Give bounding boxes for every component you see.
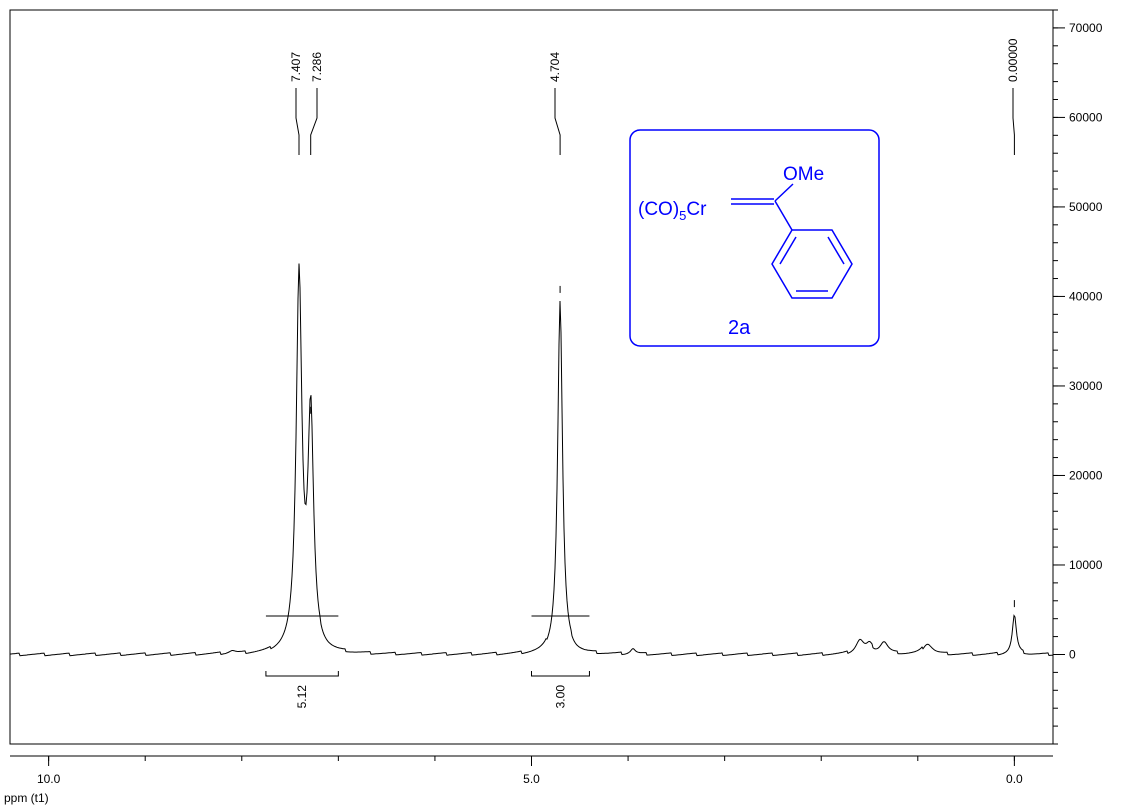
ligand-label: OMe bbox=[783, 164, 824, 185]
peak-label: 7.286 bbox=[310, 52, 324, 82]
x-tick-label: 0.0 bbox=[1006, 772, 1023, 786]
structure-box bbox=[629, 129, 880, 347]
metal-fragment-label: (CO)5Cr bbox=[638, 199, 707, 223]
y-tick-label: 0 bbox=[1069, 647, 1076, 661]
x-tick-label: 5.0 bbox=[523, 772, 540, 786]
y-tick-label: 70000 bbox=[1069, 21, 1103, 35]
y-axis: 0 10000 20000 30000 40000 50000 60000 70000 bbox=[1053, 9, 1103, 745]
integrals: 5.12 3.00 bbox=[265, 615, 590, 709]
x-tick-label: 10.0 bbox=[37, 772, 61, 786]
x-axis: 10.0 5.0 0.0 ppm (t1) bbox=[4, 755, 1053, 805]
peak-label: 0.00000 bbox=[1006, 38, 1020, 82]
peak-label: 4.704 bbox=[548, 52, 562, 82]
bond-c-phenyl bbox=[774, 200, 793, 231]
x-axis-label: ppm (t1) bbox=[4, 791, 49, 805]
peak-label: 7.407 bbox=[289, 52, 303, 82]
spectrum-line bbox=[9, 263, 1054, 657]
ring-inner-bond-3 bbox=[779, 236, 797, 265]
structure-inset: OMe (CO)5Cr 2a bbox=[629, 129, 880, 347]
y-tick-label: 20000 bbox=[1069, 468, 1103, 482]
peak-label-connector bbox=[295, 88, 300, 155]
y-tick-label: 30000 bbox=[1069, 379, 1103, 393]
bond-c-ome bbox=[774, 183, 794, 202]
integral-bracket bbox=[531, 671, 590, 677]
plot-frame bbox=[9, 9, 1054, 745]
compound-label: 2a bbox=[728, 317, 751, 339]
peak-label-connector bbox=[1012, 88, 1015, 155]
ring-inner-bond-1 bbox=[827, 236, 845, 265]
phenyl-ring bbox=[771, 229, 853, 299]
y-tick-label: 40000 bbox=[1069, 289, 1103, 303]
peak-markers bbox=[298, 265, 1015, 608]
integral-value: 5.12 bbox=[295, 685, 309, 709]
peak-labels: 7.407 7.286 4.704 0.00000 bbox=[289, 38, 1020, 155]
peak-label-connector bbox=[310, 88, 318, 155]
peak-label-connector bbox=[554, 88, 561, 155]
y-tick-label: 60000 bbox=[1069, 110, 1103, 124]
integral-value: 3.00 bbox=[553, 685, 567, 709]
y-tick-label: 10000 bbox=[1069, 558, 1103, 572]
integral-bracket bbox=[265, 671, 339, 677]
y-tick-label: 50000 bbox=[1069, 200, 1103, 214]
